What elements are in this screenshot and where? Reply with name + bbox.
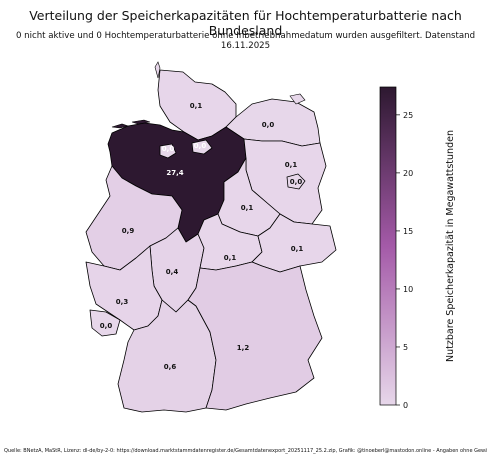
label-hb: 0,0 — [162, 145, 175, 153]
chart-subtitle: 0 nicht aktive und 0 Hochtemperaturbatte… — [15, 31, 476, 51]
colorbar-tick-label: 10 — [403, 285, 413, 294]
state-sl — [89, 309, 121, 337]
source-footer: Quelle: BNetzA, MaStR, Lizenz: dl-de/by-… — [4, 448, 487, 454]
label-rp: 0,3 — [116, 298, 129, 306]
state-hb — [159, 143, 177, 159]
label-hh: 0,0 — [194, 142, 207, 150]
label-he: 0,4 — [166, 268, 179, 276]
label-be: 0,0 — [290, 178, 303, 186]
label-sh: 0,1 — [190, 102, 203, 110]
ruegen-island — [289, 93, 306, 105]
label-mv: 0,0 — [262, 121, 275, 129]
colorbar-label: Nutzbare Speicherkapazität in Megawattst… — [445, 130, 456, 362]
label-by: 1,2 — [237, 344, 250, 352]
east-frisian-islands — [111, 119, 151, 129]
state-be — [286, 173, 306, 190]
state-hh — [191, 139, 213, 155]
chart-title: Verteilung der Speicherkapazitäten für H… — [29, 8, 462, 38]
colorbar-tick-label: 15 — [403, 227, 413, 236]
state-by — [187, 261, 323, 411]
label-st: 0,1 — [241, 204, 254, 212]
label-sl: 0,0 — [100, 322, 113, 330]
colorbar-tick-label: 20 — [403, 169, 413, 178]
label-nw: 0,9 — [122, 227, 135, 235]
label-bb: 0,1 — [285, 161, 298, 169]
label-bw: 0,6 — [164, 363, 177, 371]
label-ni: 27,4 — [166, 169, 183, 177]
colorbar-gradient — [379, 86, 397, 406]
colorbar-tick-label: 5 — [403, 343, 408, 352]
label-th: 0,1 — [224, 254, 237, 262]
sylt-island — [154, 61, 161, 79]
label-sn: 0,1 — [291, 245, 304, 253]
colorbar-tick-label: 0 — [403, 401, 408, 410]
colorbar-tick-label: 25 — [403, 111, 413, 120]
